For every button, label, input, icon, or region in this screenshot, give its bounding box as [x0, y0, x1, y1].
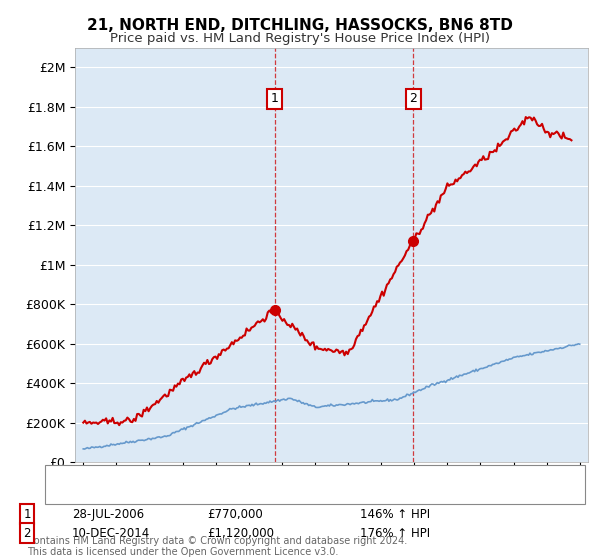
Text: 2: 2 — [23, 526, 31, 540]
Text: 176% ↑ HPI: 176% ↑ HPI — [360, 526, 430, 540]
Text: ——: —— — [52, 464, 83, 479]
Text: 28-JUL-2006: 28-JUL-2006 — [72, 507, 144, 521]
Text: 21, NORTH END, DITCHLING, HASSOCKS, BN6 8TD: 21, NORTH END, DITCHLING, HASSOCKS, BN6 … — [87, 18, 513, 33]
Text: ——: —— — [52, 488, 83, 503]
Text: £770,000: £770,000 — [207, 507, 263, 521]
Text: 1: 1 — [271, 92, 278, 105]
Text: 21, NORTH END, DITCHLING, HASSOCKS, BN6 8TD (detached house): 21, NORTH END, DITCHLING, HASSOCKS, BN6 … — [90, 466, 471, 477]
Text: HPI: Average price, detached house, Lewes: HPI: Average price, detached house, Lewe… — [90, 491, 331, 501]
Text: 146% ↑ HPI: 146% ↑ HPI — [360, 507, 430, 521]
Text: 2: 2 — [409, 92, 417, 105]
Text: Contains HM Land Registry data © Crown copyright and database right 2024.
This d: Contains HM Land Registry data © Crown c… — [27, 535, 407, 557]
Text: Price paid vs. HM Land Registry's House Price Index (HPI): Price paid vs. HM Land Registry's House … — [110, 32, 490, 45]
Text: 1: 1 — [23, 507, 31, 521]
Text: 10-DEC-2014: 10-DEC-2014 — [72, 526, 150, 540]
Text: £1,120,000: £1,120,000 — [207, 526, 274, 540]
